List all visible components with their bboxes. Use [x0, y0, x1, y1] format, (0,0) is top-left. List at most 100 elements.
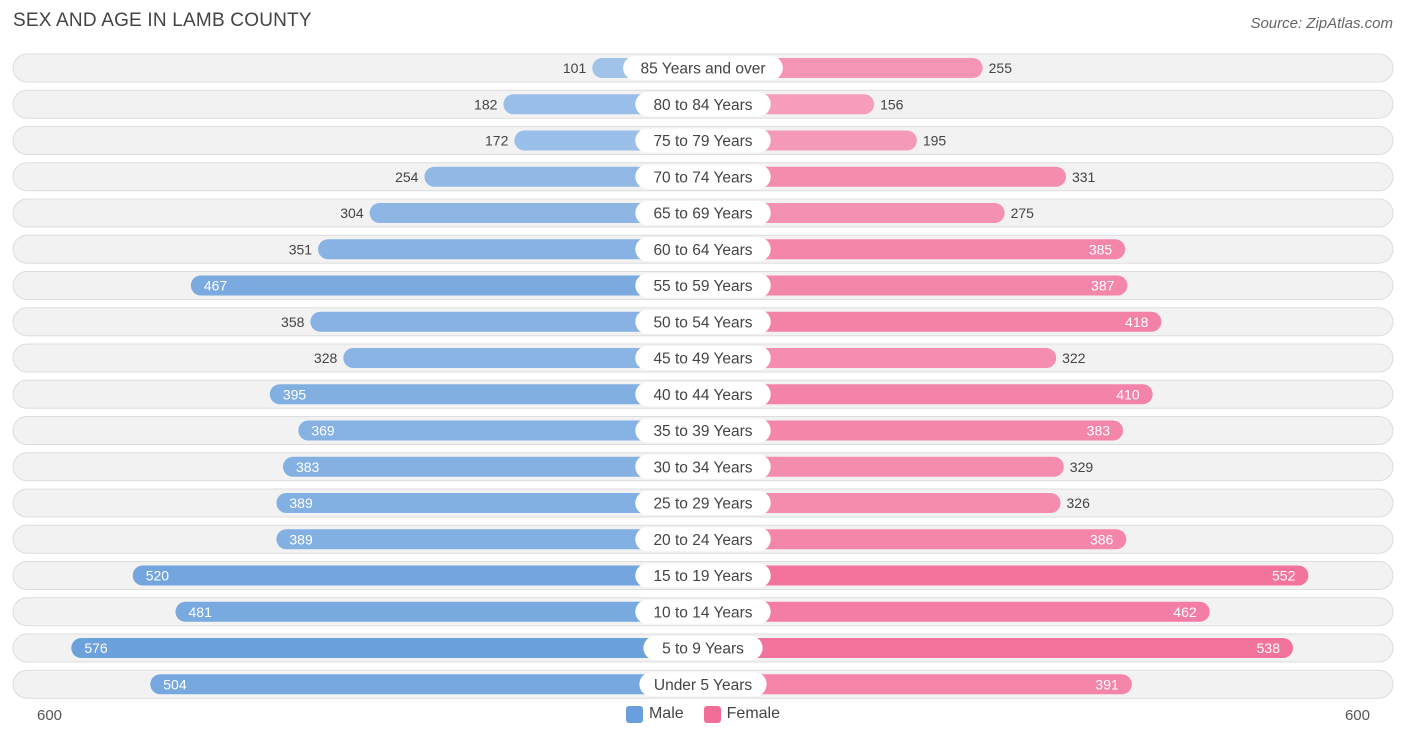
male-value-label: 383 [296, 459, 320, 475]
category-label-bg [643, 636, 763, 660]
category-label: 60 to 64 Years [653, 242, 752, 259]
male-bar [343, 348, 703, 368]
female-value-label: 538 [1257, 640, 1281, 656]
male-bar [282, 456, 703, 477]
male-value-label: 328 [314, 350, 338, 366]
female-value-label: 552 [1272, 568, 1296, 584]
female-value-label: 387 [1091, 278, 1115, 294]
female-bar [703, 166, 1066, 187]
female-value-label: 391 [1095, 676, 1119, 692]
female-value-label: 418 [1125, 314, 1149, 330]
female-value-label: 275 [1011, 205, 1035, 221]
female-value-label: 329 [1070, 459, 1094, 475]
axis-right-label: 600 [1344, 707, 1370, 724]
male-value-label: 369 [311, 423, 335, 439]
legend-female-label: Female [726, 705, 781, 722]
category-label-bg [635, 128, 771, 153]
category-label: 50 to 54 Years [653, 314, 752, 331]
category-label-bg [635, 382, 771, 407]
category-label-bg [635, 309, 771, 334]
category-label-bg [635, 599, 771, 624]
male-value-label: 467 [204, 278, 228, 294]
female-value-label: 331 [1072, 169, 1096, 185]
category-label-bg [635, 273, 771, 298]
legend-item-female[interactable]: Female [703, 705, 781, 723]
female-bar [703, 239, 1126, 260]
male-bar [318, 239, 703, 260]
axis-left-label: 600 [37, 707, 63, 724]
male-value-label: 101 [563, 60, 587, 76]
category-label-bg [635, 563, 771, 588]
chart-title: SEX AND AGE IN LAMB COUNTY [13, 10, 312, 31]
female-value-label: 385 [1089, 241, 1113, 257]
female-value-label: 195 [923, 133, 947, 149]
male-bar [276, 493, 703, 513]
female-bar [703, 420, 1124, 441]
legend: Male Female [0, 705, 1406, 723]
male-bar [71, 638, 703, 658]
male-swatch [625, 705, 643, 723]
female-value-label: 410 [1116, 386, 1140, 402]
female-bar [703, 529, 1127, 550]
legend-item-male[interactable]: Male [625, 705, 684, 723]
male-bar [369, 203, 703, 223]
female-bar [703, 638, 1294, 658]
category-label-bg [635, 237, 771, 262]
male-bar [276, 529, 703, 550]
category-label: 20 to 24 Years [653, 532, 752, 549]
male-value-label: 254 [395, 169, 419, 185]
female-bar [703, 674, 1132, 695]
source-label: Source: ZipAtlas.com [1250, 15, 1393, 32]
male-value-label: 576 [84, 640, 108, 656]
male-value-label: 358 [281, 314, 305, 330]
category-label-bg [635, 491, 771, 515]
male-value-label: 481 [189, 604, 213, 620]
category-label: Under 5 Years [654, 677, 752, 694]
category-label: 45 to 49 Years [653, 351, 752, 368]
female-bar [703, 275, 1128, 296]
male-bar [310, 311, 703, 332]
category-label: 25 to 29 Years [653, 496, 752, 513]
male-bar [190, 275, 703, 296]
female-value-label: 255 [989, 60, 1013, 76]
male-bar [132, 565, 703, 586]
category-label: 55 to 59 Years [653, 278, 752, 295]
male-bar [269, 384, 703, 405]
female-bar [703, 311, 1162, 332]
female-value-label: 383 [1087, 423, 1111, 439]
category-label: 30 to 34 Years [653, 459, 752, 476]
male-value-label: 395 [283, 386, 307, 402]
male-value-label: 351 [289, 241, 313, 257]
category-label-bg [635, 346, 771, 370]
category-label: 10 to 14 Years [653, 604, 752, 621]
female-bar [703, 565, 1309, 586]
female-bar [703, 384, 1153, 405]
male-value-label: 389 [289, 531, 313, 547]
female-bar [703, 493, 1061, 513]
female-value-label: 386 [1090, 531, 1114, 547]
category-label: 70 to 74 Years [653, 169, 752, 186]
male-bar [424, 166, 703, 187]
category-label: 65 to 69 Years [653, 206, 752, 223]
category-label-bg [635, 201, 771, 225]
category-label-bg [635, 92, 771, 117]
male-value-label: 504 [163, 676, 187, 692]
female-swatch [703, 705, 721, 723]
female-value-label: 322 [1062, 350, 1086, 366]
category-label: 5 to 9 Years [662, 641, 744, 658]
male-bar [298, 420, 703, 441]
female-bar [703, 456, 1064, 477]
category-label: 35 to 39 Years [653, 423, 752, 440]
female-bar [703, 348, 1057, 368]
category-label-bg [635, 164, 771, 189]
female-value-label: 156 [880, 96, 904, 112]
male-value-label: 304 [340, 205, 364, 221]
legend-male-label: Male [648, 705, 684, 722]
category-label-bg [635, 418, 771, 443]
male-value-label: 389 [289, 495, 313, 511]
category-label: 40 to 44 Years [653, 387, 752, 404]
female-bar [703, 203, 1005, 223]
category-label-bg [639, 672, 767, 697]
male-value-label: 172 [485, 133, 509, 149]
